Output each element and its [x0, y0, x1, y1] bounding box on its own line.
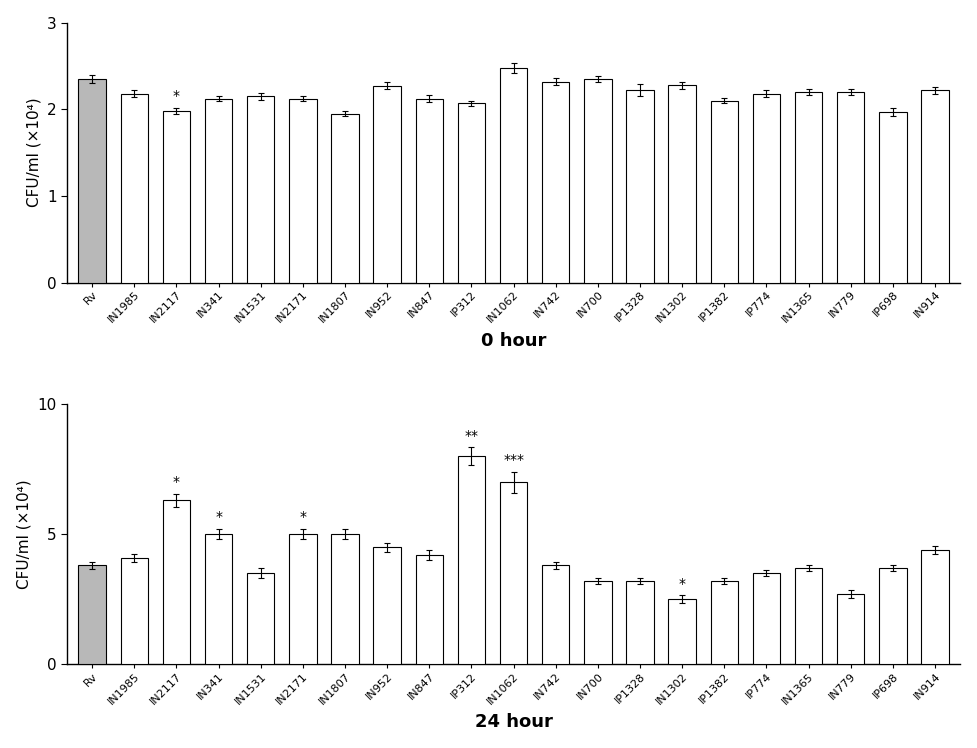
- Bar: [289, 534, 317, 664]
- Y-axis label: CFU/ml (×10⁴): CFU/ml (×10⁴): [26, 98, 41, 207]
- Bar: [120, 557, 148, 664]
- Bar: [289, 99, 317, 283]
- Bar: [247, 573, 275, 664]
- Bar: [752, 94, 781, 283]
- Bar: [247, 96, 275, 283]
- Bar: [668, 85, 696, 283]
- Bar: [205, 99, 233, 283]
- Bar: [331, 114, 359, 283]
- Bar: [837, 594, 865, 664]
- Bar: [458, 456, 486, 664]
- Bar: [542, 565, 570, 664]
- Bar: [542, 82, 570, 283]
- Text: *: *: [215, 510, 222, 524]
- Bar: [584, 581, 612, 664]
- Bar: [205, 534, 233, 664]
- Bar: [795, 92, 823, 283]
- Bar: [331, 534, 359, 664]
- Bar: [879, 568, 907, 664]
- Text: *: *: [679, 577, 686, 591]
- Text: *: *: [173, 475, 180, 489]
- Bar: [373, 86, 401, 283]
- X-axis label: 0 hour: 0 hour: [481, 331, 546, 350]
- Bar: [921, 91, 949, 283]
- Bar: [163, 111, 191, 283]
- Bar: [795, 568, 823, 664]
- Text: *: *: [299, 510, 307, 524]
- Bar: [458, 103, 486, 283]
- Bar: [500, 482, 528, 664]
- Bar: [668, 599, 696, 664]
- Bar: [120, 94, 148, 283]
- Bar: [78, 565, 106, 664]
- X-axis label: 24 hour: 24 hour: [475, 714, 553, 732]
- Y-axis label: CFU/ml (×10⁴): CFU/ml (×10⁴): [17, 479, 31, 589]
- Bar: [415, 99, 443, 283]
- Bar: [710, 101, 738, 283]
- Bar: [373, 548, 401, 664]
- Text: **: **: [464, 429, 479, 443]
- Bar: [78, 79, 106, 283]
- Text: *: *: [173, 89, 180, 103]
- Bar: [163, 500, 191, 664]
- Bar: [500, 68, 528, 283]
- Bar: [415, 555, 443, 664]
- Text: ***: ***: [503, 453, 524, 468]
- Bar: [710, 581, 738, 664]
- Bar: [752, 573, 781, 664]
- Bar: [626, 581, 654, 664]
- Bar: [921, 550, 949, 664]
- Bar: [626, 91, 654, 283]
- Bar: [837, 92, 865, 283]
- Bar: [879, 112, 907, 283]
- Bar: [584, 79, 612, 283]
